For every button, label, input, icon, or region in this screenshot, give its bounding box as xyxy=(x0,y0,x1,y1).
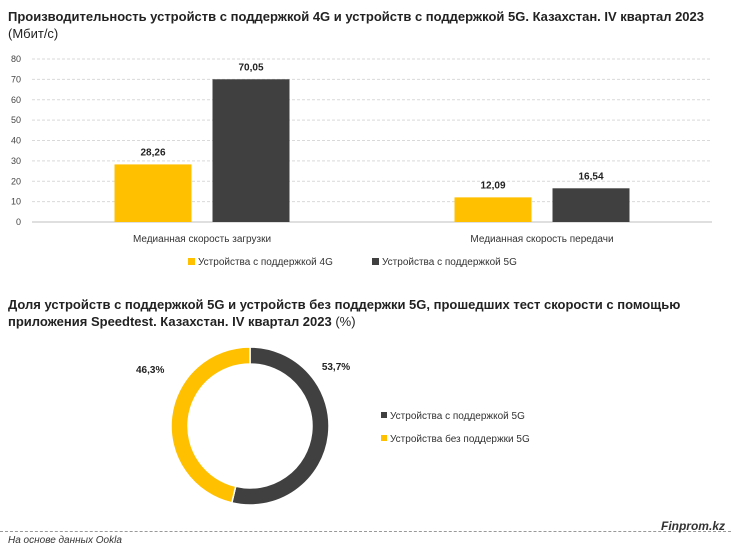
data-label: 16,54 xyxy=(578,171,603,182)
y-tick-label: 30 xyxy=(11,156,21,166)
y-tick-label: 60 xyxy=(11,95,21,105)
donut-chart-title: Доля устройств с поддержкой 5G и устройс… xyxy=(8,296,720,330)
data-label: 12,09 xyxy=(480,180,505,191)
data-label: 28,26 xyxy=(140,147,165,158)
legend-swatch xyxy=(372,258,379,265)
legend-label: Устройства с поддержкой 5G xyxy=(382,257,517,268)
legend-swatch xyxy=(188,258,195,265)
slice-label: 46,3% xyxy=(136,365,164,376)
legend-label: Устройства без поддержки 5G xyxy=(390,433,530,445)
bar xyxy=(552,188,630,222)
y-tick-label: 0 xyxy=(16,217,21,227)
y-tick-label: 50 xyxy=(11,115,21,125)
x-category-label: Медианная скорость загрузки xyxy=(133,234,271,245)
brand-logo: Finprom.kz xyxy=(660,519,725,533)
legend-swatch xyxy=(381,435,387,441)
data-label: 70,05 xyxy=(238,62,263,73)
donut-chart-title-unit: (%) xyxy=(331,314,356,329)
bar-chart-title: Производительность устройств с поддержко… xyxy=(8,8,708,42)
y-tick-label: 20 xyxy=(11,176,21,186)
y-tick-label: 80 xyxy=(11,54,21,64)
bar-chart-title-main: Производительность устройств с поддержко… xyxy=(8,9,705,24)
slice-label: 53,7% xyxy=(322,362,350,373)
charts-canvas: 0 10 20 30 40 50 60 70 80 28,26 70,05 Медианная ско… xyxy=(11,54,712,506)
x-category-label: Медианная скорость передачи xyxy=(470,234,613,245)
y-tick-label: 70 xyxy=(11,74,21,84)
bar-chart-title-unit: (Мбит/с) xyxy=(8,26,59,41)
y-tick-label: 40 xyxy=(11,136,21,146)
legend-swatch xyxy=(381,412,387,418)
bar xyxy=(454,197,532,222)
footer-divider xyxy=(0,531,731,532)
bar xyxy=(114,164,192,222)
bar xyxy=(212,79,290,222)
legend-label: Устройства с поддержкой 5G xyxy=(390,411,525,422)
y-tick-label: 10 xyxy=(11,197,21,207)
footer-source: На основе данных Ookla xyxy=(8,535,122,546)
legend-label: Устройства с поддержкой 4G xyxy=(198,257,333,268)
donut-chart-title-main: Доля устройств с поддержкой 5G и устройс… xyxy=(8,297,681,329)
donut-slice xyxy=(230,346,330,506)
donut-slice xyxy=(170,346,251,504)
